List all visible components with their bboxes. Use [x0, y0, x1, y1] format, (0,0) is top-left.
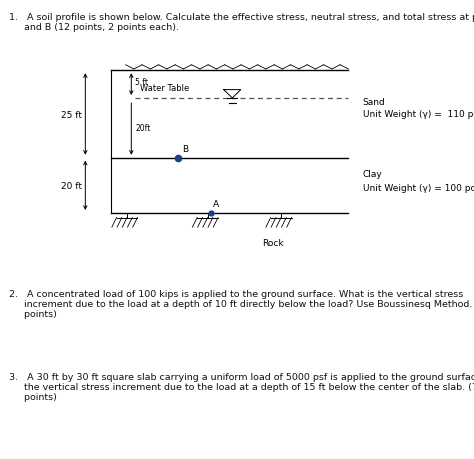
Text: points): points)	[9, 392, 57, 401]
Text: 20 ft: 20 ft	[61, 181, 82, 190]
Text: 20ft: 20ft	[135, 124, 150, 133]
Text: B: B	[182, 145, 189, 154]
Text: Water Table: Water Table	[140, 84, 189, 93]
Text: increment due to the load at a depth of 10 ft directly below the load? Use Bouss: increment due to the load at a depth of …	[9, 299, 474, 308]
Text: Sand: Sand	[363, 97, 385, 106]
Text: 25 ft: 25 ft	[61, 110, 82, 119]
Text: Rock: Rock	[262, 239, 283, 248]
Text: 5 ft: 5 ft	[135, 78, 148, 87]
Text: Clay: Clay	[363, 170, 383, 179]
Text: 1.   A soil profile is shown below. Calculate the effective stress, neutral stre: 1. A soil profile is shown below. Calcul…	[9, 13, 474, 22]
Text: 3.   A 30 ft by 30 ft square slab carrying a uniform load of 5000 psf is applied: 3. A 30 ft by 30 ft square slab carrying…	[9, 372, 474, 381]
Text: 2.   A concentrated load of 100 kips is applied to the ground surface. What is t: 2. A concentrated load of 100 kips is ap…	[9, 289, 464, 298]
Text: and B (12 points, 2 points each).: and B (12 points, 2 points each).	[9, 23, 180, 32]
Text: points): points)	[9, 309, 57, 319]
Text: A: A	[213, 200, 219, 209]
Text: Unit Weight (γ) = 100 pcf: Unit Weight (γ) = 100 pcf	[363, 184, 474, 193]
Text: Unit Weight (γ) =  110 pcf: Unit Weight (γ) = 110 pcf	[363, 110, 474, 119]
Text: the vertical stress increment due to the load at a depth of 15 ft below the cent: the vertical stress increment due to the…	[9, 382, 474, 391]
